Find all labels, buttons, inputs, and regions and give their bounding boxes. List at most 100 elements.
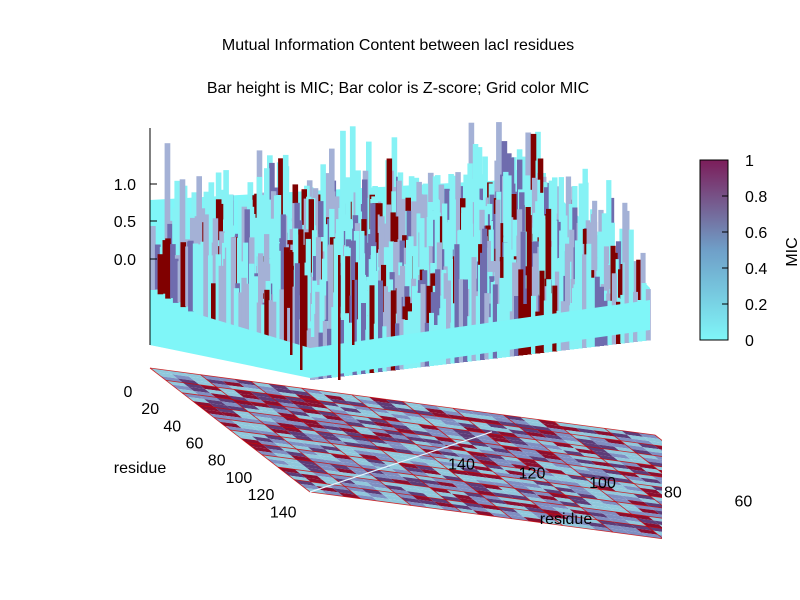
floor-cell <box>361 413 384 420</box>
floor-cell <box>551 452 574 459</box>
floor-grid <box>149 340 800 570</box>
floor-cell <box>390 413 413 420</box>
floor-cell <box>439 440 462 447</box>
floor-cell <box>416 434 439 441</box>
floor-cell <box>623 475 646 482</box>
bar <box>506 175 512 322</box>
floor-cell <box>586 436 609 443</box>
floor-cell <box>602 523 625 531</box>
floor-cell <box>468 495 491 503</box>
bar <box>628 229 634 343</box>
floor-cell <box>275 432 298 439</box>
floor-cell <box>467 440 490 448</box>
bar <box>203 214 209 320</box>
floor-cell <box>628 479 651 486</box>
floor-cell <box>531 425 554 432</box>
floor-cell <box>301 463 324 470</box>
floor-cell <box>535 515 558 522</box>
floor-cell <box>452 483 475 490</box>
floor-cell <box>402 466 425 473</box>
floor-cell <box>405 436 428 443</box>
floor-cell <box>422 438 445 445</box>
floor-cell <box>494 451 517 458</box>
floor-cell <box>597 444 620 451</box>
floor-cell <box>524 506 547 514</box>
floor-cell <box>530 500 553 508</box>
floor-cell <box>333 478 356 485</box>
floor-cell <box>231 409 254 417</box>
floor-cell <box>634 483 657 490</box>
bar <box>294 263 300 372</box>
floor-cell <box>394 427 417 435</box>
x-tick-label: 20 <box>141 401 159 418</box>
floor-cell <box>329 463 352 471</box>
floor-cell <box>246 432 269 439</box>
floor-cell <box>347 445 370 452</box>
floor-cell <box>613 522 636 529</box>
floor-cell <box>359 443 382 451</box>
floor-cell <box>549 472 572 479</box>
floor-cell <box>264 424 287 431</box>
floor-cell <box>557 521 580 528</box>
floor-cell <box>630 459 653 466</box>
floor-cell <box>325 439 348 446</box>
floor-cell <box>260 410 283 417</box>
floor-cell <box>518 512 541 520</box>
floor-cell <box>308 437 331 444</box>
bar <box>261 304 267 350</box>
floor-cell <box>384 484 407 492</box>
floor-cell <box>403 456 426 463</box>
floor-cell <box>563 515 586 522</box>
floor-cell <box>572 468 595 475</box>
floor-cell <box>551 517 574 524</box>
floor-cell <box>378 490 401 498</box>
floor-cell <box>497 486 520 493</box>
floor-cell <box>499 465 522 473</box>
floor-cell <box>484 443 507 450</box>
floor-cell <box>472 445 495 452</box>
floor-cell <box>272 463 295 470</box>
floor-cell <box>505 459 528 467</box>
bar <box>355 262 361 365</box>
bar <box>157 254 164 295</box>
floor-cell <box>520 417 543 424</box>
bar-spike <box>290 250 293 355</box>
floor-cell <box>463 491 486 499</box>
floor-cell <box>358 453 381 461</box>
z-tick-label: 0.0 <box>114 252 136 269</box>
floor-cell <box>290 455 313 462</box>
floor-cell <box>400 421 423 429</box>
floor-cell <box>273 452 296 460</box>
floor-cell <box>287 420 310 427</box>
floor-cell <box>258 430 281 437</box>
floor-cell <box>528 455 551 463</box>
floor-cell <box>544 468 567 475</box>
floor-cell <box>219 421 242 429</box>
floor-cell <box>513 498 536 505</box>
floor-cell <box>187 396 210 404</box>
floor-cell <box>273 387 296 395</box>
bar <box>559 245 565 346</box>
x-tick-label: 60 <box>186 436 204 453</box>
floor-cell <box>217 376 240 384</box>
floor-cell <box>626 509 649 517</box>
y-tick-label: 80 <box>664 484 682 501</box>
floor-cell <box>284 461 307 468</box>
floor-cell <box>317 400 340 407</box>
floor-cell <box>221 391 244 398</box>
floor-cell <box>510 474 533 481</box>
floor-cell <box>449 448 472 456</box>
bar <box>238 292 244 337</box>
floor-cell <box>564 505 587 512</box>
floor-cell <box>586 511 609 518</box>
floor-cell <box>324 449 347 456</box>
floor-cell <box>611 487 634 494</box>
y-tick-label: 60 <box>735 494 753 511</box>
floor-cell <box>566 474 589 482</box>
floor-cell <box>214 407 237 414</box>
floor-cell <box>304 422 327 430</box>
floor-cell <box>386 454 409 461</box>
floor-cell <box>348 435 371 442</box>
floor-cell <box>467 506 490 513</box>
